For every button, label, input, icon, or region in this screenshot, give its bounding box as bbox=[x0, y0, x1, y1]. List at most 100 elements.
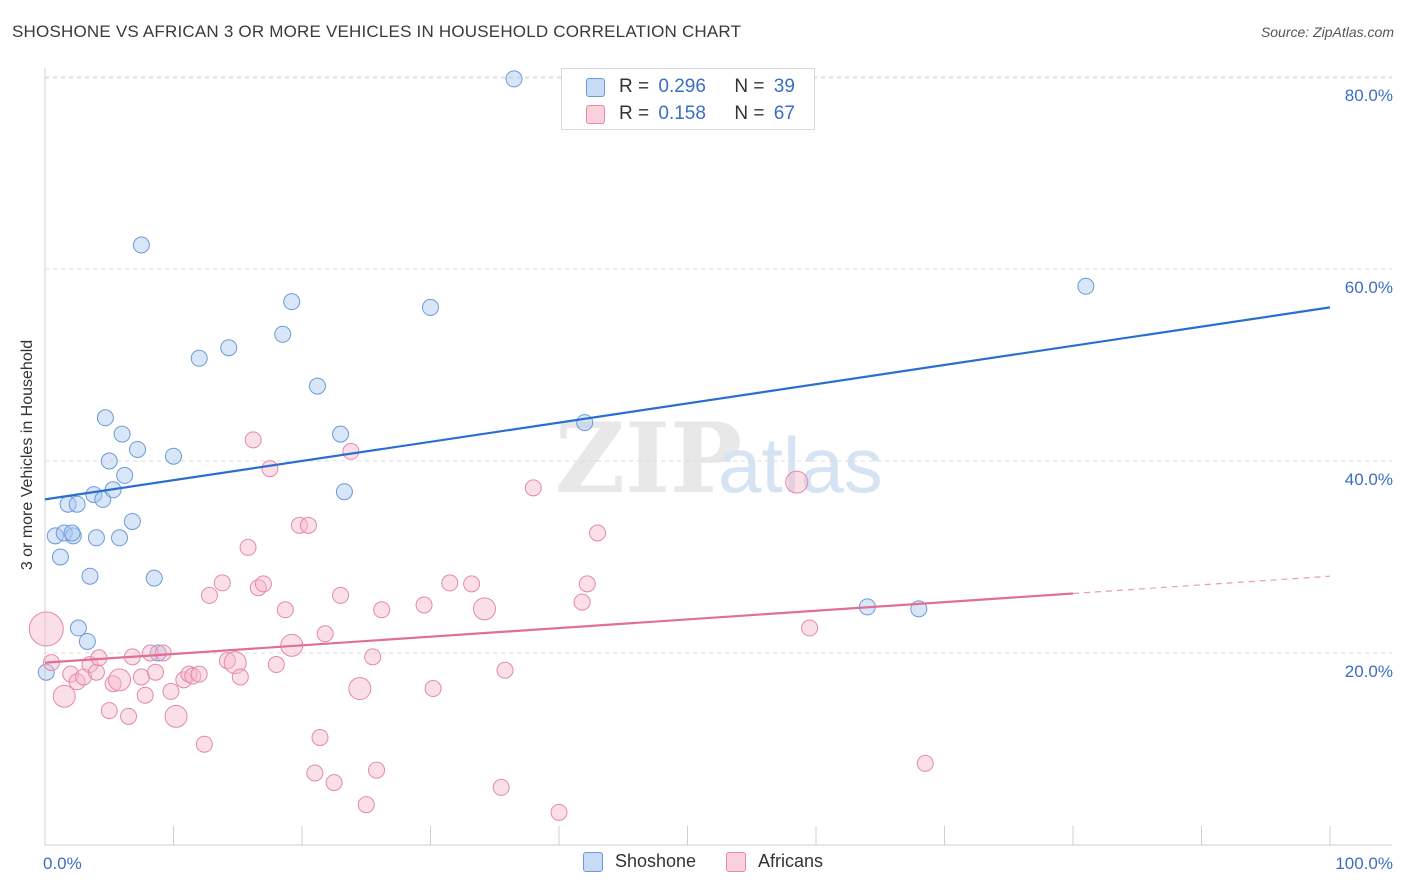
correlation-legend: R = 0.296 N = 39 R = 0.158 N = 67 bbox=[561, 68, 815, 130]
shoshone-point bbox=[78, 632, 96, 650]
africans-point bbox=[184, 667, 202, 685]
shoshone-point bbox=[220, 339, 238, 357]
africans-point bbox=[311, 728, 329, 746]
africans-point bbox=[164, 704, 188, 728]
shoshone-point bbox=[123, 512, 141, 530]
africans-point bbox=[357, 796, 375, 814]
shoshone-point bbox=[81, 567, 99, 585]
africans-point bbox=[316, 625, 334, 643]
shoshone-point bbox=[116, 466, 134, 484]
shoshone-point bbox=[63, 524, 81, 542]
shoshone-swatch bbox=[586, 77, 605, 97]
africans-point bbox=[154, 644, 172, 662]
africans-point bbox=[132, 668, 150, 686]
africans-point bbox=[492, 778, 510, 796]
africans-point bbox=[496, 661, 514, 679]
shoshone-swatch bbox=[582, 851, 603, 872]
watermark-zip: ZIP bbox=[555, 402, 742, 515]
shoshone-point bbox=[1077, 277, 1095, 295]
shoshone-point bbox=[51, 548, 69, 566]
legend-item-africans[interactable]: Africans bbox=[726, 851, 823, 872]
africans-point bbox=[190, 665, 208, 683]
africans-point bbox=[136, 686, 154, 704]
africans-point bbox=[364, 648, 382, 666]
africans-point bbox=[254, 575, 272, 593]
shoshone-point bbox=[505, 70, 523, 88]
shoshone-point bbox=[96, 409, 114, 427]
africans-point bbox=[332, 586, 350, 604]
legend-label: Shoshone bbox=[614, 851, 697, 871]
shoshone-point bbox=[335, 483, 353, 501]
y-tick-label: 60.0% bbox=[1345, 278, 1393, 297]
africans-point bbox=[801, 619, 819, 637]
shoshone-point bbox=[422, 298, 439, 316]
africans-point bbox=[373, 601, 391, 619]
africans-point bbox=[290, 516, 308, 534]
n-value: 67 bbox=[773, 103, 795, 124]
africans-point bbox=[87, 663, 105, 681]
africans-point bbox=[104, 675, 122, 693]
legend-row-shoshone: R = 0.296 N = 39 bbox=[586, 75, 795, 99]
africans-point bbox=[573, 593, 591, 611]
africans-point bbox=[120, 707, 138, 725]
africans-point bbox=[299, 516, 317, 534]
x-tick-label: 100.0% bbox=[1335, 854, 1393, 873]
africans-point bbox=[147, 663, 165, 681]
africans-point bbox=[578, 575, 596, 593]
africans-point bbox=[325, 774, 343, 792]
africans-point bbox=[195, 735, 213, 753]
shoshone-point bbox=[190, 349, 208, 367]
shoshone-point bbox=[69, 619, 87, 637]
africans-point bbox=[589, 524, 607, 542]
africans-swatch bbox=[726, 851, 747, 872]
africans-point bbox=[550, 803, 568, 821]
shoshone-point bbox=[129, 440, 147, 458]
shoshone-point bbox=[64, 527, 82, 545]
shoshone-point bbox=[46, 527, 64, 545]
africans-point bbox=[276, 601, 294, 619]
shoshone-point bbox=[332, 425, 350, 443]
africans-point bbox=[916, 754, 934, 772]
n-label: N = bbox=[734, 103, 765, 124]
africans-point bbox=[218, 652, 236, 670]
africans-point bbox=[524, 479, 542, 497]
africans-point bbox=[267, 656, 285, 674]
r-label: R = bbox=[619, 76, 650, 97]
shoshone-point bbox=[145, 569, 163, 587]
africans-point bbox=[244, 431, 262, 449]
y-axis-label: 3 or more Vehicles in Household bbox=[19, 339, 36, 571]
r-value: 0.296 bbox=[658, 76, 706, 97]
legend-label: Africans bbox=[758, 851, 824, 871]
africans-point bbox=[785, 470, 809, 494]
africans-point bbox=[141, 644, 159, 662]
africans-point bbox=[213, 574, 231, 592]
watermark-atlas: atlas bbox=[718, 421, 883, 509]
shoshone-point bbox=[165, 447, 182, 465]
chart-title: SHOSHONE VS AFRICAN 3 OR MORE VEHICLES I… bbox=[12, 22, 742, 41]
africans-point bbox=[441, 574, 459, 592]
africans-point bbox=[424, 680, 442, 698]
shoshone-point bbox=[132, 236, 150, 254]
africans-point bbox=[200, 586, 218, 604]
africans-point bbox=[261, 460, 279, 478]
x-tick-label: 0.0% bbox=[43, 854, 82, 873]
africans-point bbox=[472, 597, 496, 621]
shoshone-point bbox=[308, 377, 326, 395]
y-tick-label: 80.0% bbox=[1345, 86, 1393, 105]
shoshone-trend-line bbox=[44, 306, 1331, 501]
africans-point bbox=[52, 684, 76, 708]
y-tick-label: 20.0% bbox=[1345, 662, 1393, 681]
legend-row-africans: R = 0.158 N = 67 bbox=[586, 102, 795, 126]
africans-point bbox=[348, 677, 372, 701]
africans-point bbox=[100, 702, 118, 720]
africans-trend-extension bbox=[1072, 575, 1331, 595]
shoshone-point bbox=[113, 425, 131, 443]
shoshone-point bbox=[111, 529, 129, 547]
y-tick-label: 40.0% bbox=[1345, 470, 1393, 489]
africans-point bbox=[463, 575, 481, 593]
n-value: 39 bbox=[773, 76, 795, 97]
africans-swatch bbox=[586, 104, 605, 124]
africans-point bbox=[415, 596, 433, 614]
legend-item-shoshone[interactable]: Shoshone bbox=[582, 851, 697, 872]
